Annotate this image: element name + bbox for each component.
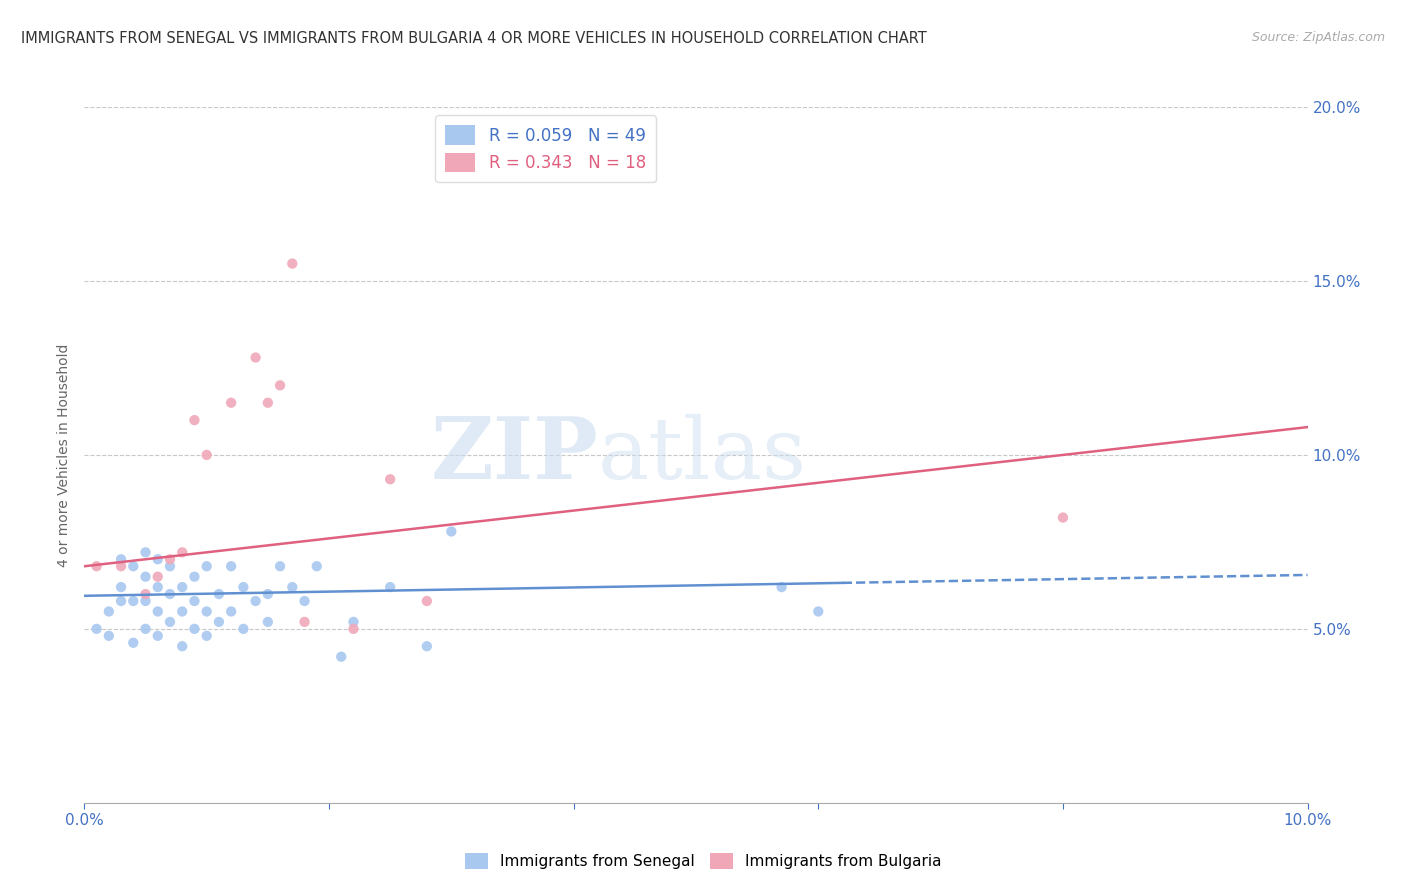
- Point: [183, 570, 205, 584]
- Point: [305, 559, 328, 574]
- Point: [281, 256, 304, 270]
- Point: [330, 649, 353, 664]
- Point: [97, 605, 120, 619]
- Point: [245, 351, 267, 365]
- Point: [135, 594, 157, 608]
- Point: [183, 622, 205, 636]
- Point: [294, 615, 316, 629]
- Point: [159, 552, 181, 566]
- Point: [146, 570, 169, 584]
- Point: [159, 587, 181, 601]
- Point: [269, 559, 291, 574]
- Point: [135, 545, 157, 559]
- Legend: R = 0.059   N = 49, R = 0.343   N = 18: R = 0.059 N = 49, R = 0.343 N = 18: [436, 115, 655, 182]
- Point: [86, 559, 108, 574]
- Point: [110, 552, 132, 566]
- Point: [110, 594, 132, 608]
- Point: [195, 448, 218, 462]
- Point: [97, 629, 120, 643]
- Point: [219, 605, 242, 619]
- Point: [257, 396, 280, 410]
- Point: [195, 605, 218, 619]
- Point: [110, 559, 132, 574]
- Text: Source: ZipAtlas.com: Source: ZipAtlas.com: [1251, 31, 1385, 45]
- Point: [342, 615, 364, 629]
- Point: [232, 580, 254, 594]
- Point: [807, 605, 830, 619]
- Point: [416, 594, 439, 608]
- Point: [172, 545, 194, 559]
- Point: [172, 580, 194, 594]
- Point: [208, 587, 231, 601]
- Point: [380, 580, 402, 594]
- Legend: Immigrants from Senegal, Immigrants from Bulgaria: Immigrants from Senegal, Immigrants from…: [458, 847, 948, 875]
- Point: [342, 622, 364, 636]
- Point: [245, 594, 267, 608]
- Point: [195, 629, 218, 643]
- Point: [208, 615, 231, 629]
- Point: [86, 622, 108, 636]
- Point: [257, 587, 280, 601]
- Point: [269, 378, 291, 392]
- Point: [159, 559, 181, 574]
- Point: [380, 472, 402, 486]
- Point: [135, 622, 157, 636]
- Point: [294, 594, 316, 608]
- Point: [146, 552, 169, 566]
- Point: [146, 580, 169, 594]
- Y-axis label: 4 or more Vehicles in Household: 4 or more Vehicles in Household: [58, 343, 72, 566]
- Point: [257, 615, 280, 629]
- Point: [219, 559, 242, 574]
- Point: [281, 580, 304, 594]
- Point: [183, 594, 205, 608]
- Text: atlas: atlas: [598, 413, 807, 497]
- Point: [172, 605, 194, 619]
- Text: IMMIGRANTS FROM SENEGAL VS IMMIGRANTS FROM BULGARIA 4 OR MORE VEHICLES IN HOUSEH: IMMIGRANTS FROM SENEGAL VS IMMIGRANTS FR…: [21, 31, 927, 46]
- Point: [135, 587, 157, 601]
- Point: [146, 629, 169, 643]
- Point: [183, 413, 205, 427]
- Point: [122, 594, 145, 608]
- Point: [135, 570, 157, 584]
- Point: [232, 622, 254, 636]
- Point: [146, 605, 169, 619]
- Point: [122, 636, 145, 650]
- Point: [1052, 510, 1074, 524]
- Point: [195, 559, 218, 574]
- Point: [110, 580, 132, 594]
- Point: [122, 559, 145, 574]
- Point: [770, 580, 793, 594]
- Point: [416, 639, 439, 653]
- Point: [159, 615, 181, 629]
- Point: [440, 524, 463, 539]
- Point: [172, 639, 194, 653]
- Text: ZIP: ZIP: [430, 413, 598, 497]
- Point: [219, 396, 242, 410]
